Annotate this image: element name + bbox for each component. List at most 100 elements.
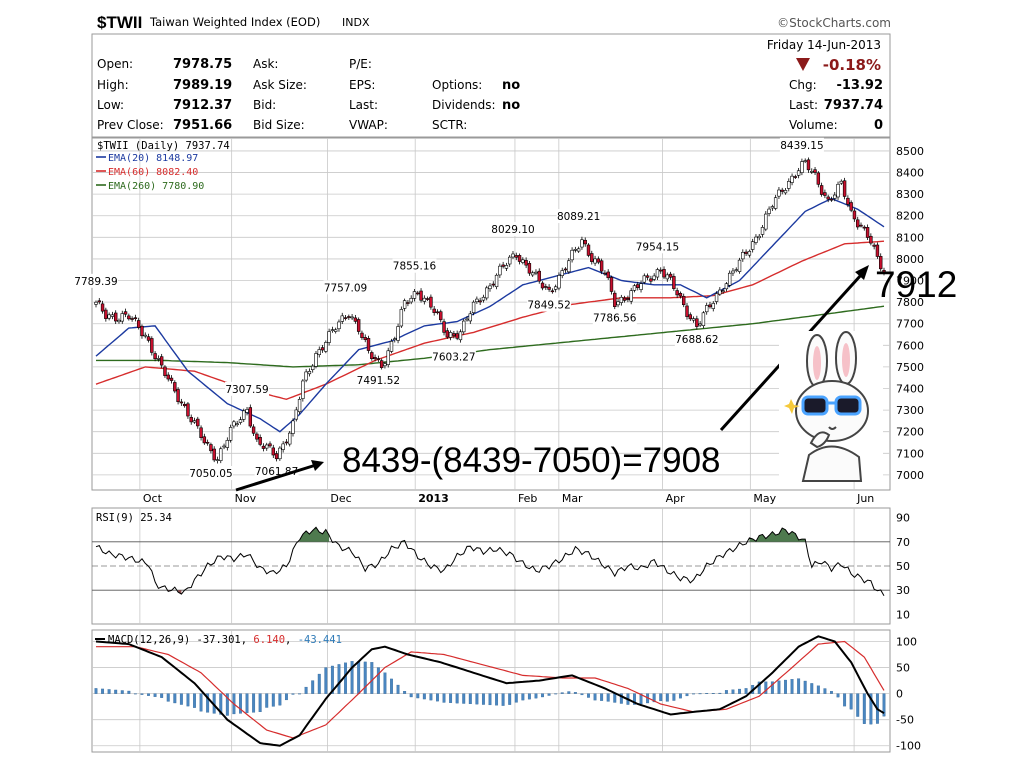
- candle-body: [734, 269, 738, 271]
- candle-body: [261, 445, 266, 449]
- macd-hist-bar: [633, 693, 636, 705]
- candle: [133, 314, 138, 322]
- candle: [422, 295, 427, 305]
- candle-body: [196, 418, 200, 427]
- candle: [757, 233, 761, 241]
- macd-hist-bar: [856, 693, 860, 717]
- candle-body: [143, 334, 147, 337]
- candle: [882, 267, 886, 276]
- candle-body: [764, 213, 768, 230]
- candle: [540, 281, 545, 291]
- candle: [678, 291, 683, 299]
- candle: [324, 340, 328, 354]
- annotation-background: [323, 280, 368, 295]
- candle-body: [859, 224, 863, 227]
- target-pointer-arrowhead: [855, 265, 869, 280]
- annotation-background: [592, 310, 637, 325]
- candle-body: [685, 305, 689, 317]
- candle-body: [819, 185, 824, 195]
- candle: [107, 312, 111, 321]
- macd-histogram: [94, 661, 886, 725]
- candle-body: [186, 403, 190, 417]
- candle: [793, 174, 798, 179]
- candle: [714, 291, 719, 305]
- macd-hist-bar: [442, 693, 446, 703]
- rabbit-ear-inner-right: [842, 343, 850, 377]
- macd-hist-bar: [278, 693, 282, 706]
- candle: [337, 319, 341, 332]
- month-label: Dec: [330, 492, 351, 505]
- macd-legend-value: MACD(12,26,9) -37.301: [108, 634, 241, 646]
- candle-body: [724, 283, 729, 290]
- candle: [511, 251, 515, 259]
- macd-hist-bar: [225, 693, 229, 716]
- candle: [862, 225, 867, 231]
- macd-hist-bar: [403, 691, 407, 694]
- candle: [567, 258, 571, 274]
- price-panel: 7000 7100 7200 7300 7400 7500 7600 7700 7800 7900…: [74, 137, 924, 505]
- macd-signal-legend: 6.140: [253, 634, 285, 646]
- candle: [823, 189, 827, 199]
- candle: [491, 281, 495, 288]
- candle-body: [366, 338, 371, 351]
- candle: [448, 330, 453, 341]
- candle-body: [636, 284, 640, 288]
- price-tick-label: 7700: [896, 318, 924, 331]
- candle: [383, 361, 387, 369]
- candle: [360, 330, 364, 340]
- candle-body: [517, 255, 522, 262]
- candle-body: [553, 286, 558, 290]
- candle: [570, 247, 574, 263]
- candle: [741, 249, 745, 262]
- rsi-tick-label: 70: [896, 536, 910, 549]
- candle: [777, 187, 781, 200]
- candle: [530, 270, 535, 277]
- macd-hist-bar: [147, 693, 150, 696]
- candle-body: [672, 276, 676, 289]
- candle-body: [790, 175, 794, 183]
- candle-body: [468, 313, 472, 322]
- candle-body: [471, 301, 476, 313]
- candle-body: [284, 441, 289, 444]
- macd-hist-bar: [862, 693, 866, 724]
- candle: [747, 249, 752, 258]
- macd-hist-bar: [665, 693, 669, 702]
- candle-body: [849, 202, 853, 211]
- macd-hist-bar: [606, 693, 610, 702]
- macd-tick-label: 50: [896, 662, 910, 675]
- macd-tick-label: -50: [896, 714, 914, 727]
- candle: [245, 406, 249, 416]
- down-arrow-icon: [796, 58, 810, 71]
- macd-hist-bar: [882, 693, 886, 717]
- candle: [353, 314, 358, 324]
- candle: [790, 173, 794, 186]
- candle-body: [301, 380, 305, 399]
- macd-hist-bar: [757, 681, 761, 694]
- candle: [222, 443, 226, 450]
- candle-body: [422, 297, 427, 302]
- candle: [274, 450, 279, 462]
- candle: [695, 315, 699, 330]
- candle-body: [163, 366, 167, 376]
- candle-body: [120, 313, 124, 322]
- summary-value: 7937.74: [824, 98, 883, 113]
- quote-label: Ask:: [253, 57, 278, 71]
- candle-body: [406, 302, 410, 304]
- macd-hist-bar: [107, 689, 111, 694]
- month-label: Nov: [235, 492, 257, 505]
- candle-body: [458, 331, 463, 341]
- candle-body: [399, 309, 404, 327]
- candle: [691, 316, 696, 323]
- candle-body: [215, 459, 220, 461]
- candle: [288, 430, 292, 447]
- candle: [698, 321, 702, 328]
- candle-body: [626, 298, 630, 300]
- candle: [708, 301, 712, 309]
- candle-body: [462, 320, 466, 333]
- price-tick-label: 8500: [896, 145, 924, 158]
- rabbit-paw: [809, 431, 831, 449]
- quote-label: Ask Size:: [253, 78, 307, 92]
- candle-body: [796, 170, 801, 176]
- candle-body: [225, 440, 230, 448]
